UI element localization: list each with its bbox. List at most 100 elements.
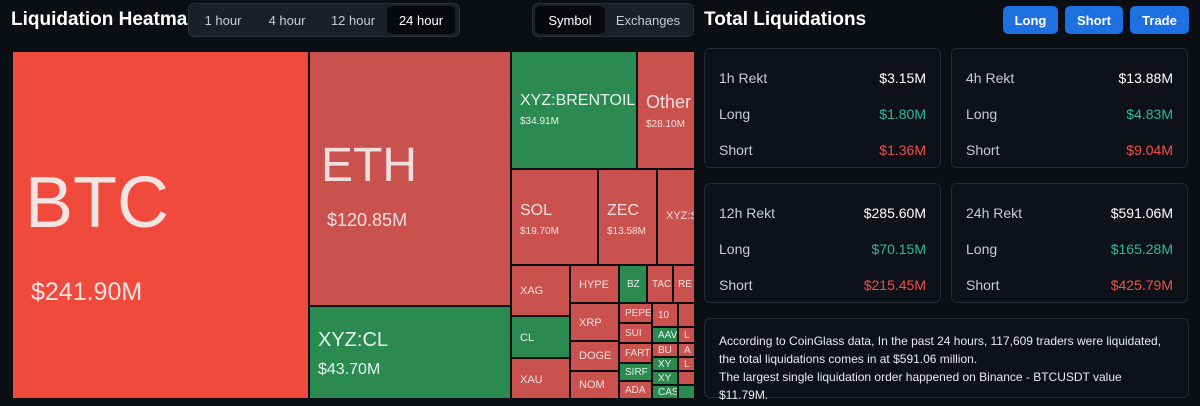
heatmap-tile-xyz-cl[interactable]: XYZ:CL $43.70M bbox=[309, 306, 511, 399]
page-title: Liquidation Heatmap bbox=[11, 9, 199, 30]
tile-name: CAS bbox=[658, 387, 678, 398]
tile-name: XYZ:S bbox=[666, 210, 695, 222]
heatmap-tile-hype[interactable]: HYPE bbox=[570, 265, 619, 303]
heatmap-tile-zec[interactable]: ZEC $13.58M bbox=[598, 169, 657, 265]
tile-name: FART bbox=[625, 348, 651, 359]
tile-name: XRP bbox=[579, 317, 602, 329]
card-title: 12h Rekt bbox=[719, 205, 776, 221]
tile-value: $43.70M bbox=[318, 361, 381, 378]
heatmap-tile-re[interactable]: RE bbox=[673, 265, 695, 303]
heatmap-tile-sui[interactable]: SUI bbox=[619, 323, 652, 343]
tab-24-hour[interactable]: 24 hour bbox=[387, 6, 455, 34]
long-label: Long bbox=[719, 241, 751, 257]
tile-name: SIRF bbox=[625, 367, 648, 378]
long-value: $4.83M bbox=[1126, 106, 1173, 122]
tile-name: ZEC bbox=[607, 202, 639, 219]
heatmap-tile-other[interactable]: Other $28.10M bbox=[637, 51, 695, 169]
heatmap-tile-xy-1[interactable]: XY bbox=[652, 357, 678, 371]
long-label: Long bbox=[966, 241, 998, 257]
liquidation-heatmap: BTC $241.90M ETH $120.85M XYZ:CL $43.70M… bbox=[12, 51, 695, 399]
heatmap-tile-tac[interactable]: TAC bbox=[647, 265, 673, 303]
total-liquidations-title: Total Liquidations bbox=[704, 9, 867, 30]
heatmap-tile-doge[interactable]: DOGE bbox=[570, 341, 619, 371]
heatmap-tile-bz[interactable]: BZ bbox=[619, 265, 647, 303]
card-24h-rekt: 24h Rekt $591.06M Long $165.28M Short $425.… bbox=[951, 183, 1188, 303]
long-value: $70.15M bbox=[871, 241, 926, 257]
heatmap-tile-nom[interactable]: NOM bbox=[570, 371, 619, 399]
liquidation-summary: According to CoinGlass data, In the past… bbox=[704, 318, 1189, 402]
heatmap-tile-tiny-3[interactable] bbox=[678, 385, 695, 399]
heatmap-tile-aav[interactable]: AAV bbox=[652, 327, 678, 343]
heatmap-tile-fart[interactable]: FART bbox=[619, 343, 652, 363]
time-range-tabs: 1 hour 4 hour 12 hour 24 hour bbox=[188, 3, 460, 37]
heatmap-tile-l-2[interactable]: L bbox=[678, 357, 695, 371]
tile-name: CL bbox=[520, 332, 535, 344]
short-label: Short bbox=[966, 277, 1000, 293]
heatmap-tile-xy-2[interactable]: XY bbox=[652, 371, 678, 385]
heatmap-tile-10[interactable]: 10 bbox=[652, 303, 678, 327]
tile-name: NOM bbox=[579, 379, 605, 391]
heatmap-tile-sirf[interactable]: SIRF bbox=[619, 363, 652, 381]
heatmap-tile-l-1[interactable]: L bbox=[678, 327, 695, 343]
heatmap-tile-xyz-s[interactable]: XYZ:S bbox=[657, 169, 695, 265]
heatmap-tile-xag[interactable]: XAG bbox=[511, 265, 570, 316]
tile-name: L bbox=[684, 359, 690, 370]
card-total: $13.88M bbox=[1118, 70, 1173, 86]
tile-name: Other bbox=[646, 92, 692, 112]
tile-name: XYZ:BRENTOIL bbox=[520, 92, 636, 109]
tile-name: XAG bbox=[520, 285, 544, 297]
card-4h-rekt: 4h Rekt $13.88M Long $4.83M Short $9.04M bbox=[951, 48, 1188, 168]
tile-name: HYPE bbox=[579, 279, 609, 291]
card-title: 4h Rekt bbox=[966, 70, 1015, 86]
long-value: $165.28M bbox=[1110, 241, 1173, 257]
tab-4-hour[interactable]: 4 hour bbox=[268, 12, 306, 28]
short-value: $215.45M bbox=[863, 277, 926, 293]
tile-name: DOGE bbox=[579, 350, 612, 362]
heatmap-tile-bu[interactable]: BU bbox=[652, 343, 678, 357]
tile-name: 10 bbox=[658, 310, 670, 321]
tile-name: SUI bbox=[625, 328, 642, 339]
long-button[interactable]: Long bbox=[1003, 6, 1058, 34]
heatmap-tile-xau[interactable]: XAU bbox=[511, 358, 570, 399]
tile-value: $34.91M bbox=[520, 116, 559, 127]
tile-name: ETH bbox=[321, 139, 417, 192]
short-label: Short bbox=[966, 142, 1000, 158]
heatmap-tile-btc[interactable]: BTC $241.90M bbox=[12, 51, 309, 399]
card-12h-rekt: 12h Rekt $285.60M Long $70.15M Short $215.4… bbox=[704, 183, 941, 303]
tab-exchanges[interactable]: Exchanges bbox=[615, 12, 681, 28]
heatmap-tile-a[interactable]: A bbox=[678, 343, 695, 357]
card-total: $285.60M bbox=[863, 205, 926, 221]
heatmap-tile-tiny-1[interactable] bbox=[678, 303, 695, 327]
heatmap-tile-cas[interactable]: CAS bbox=[652, 385, 678, 399]
tile-name: TAC bbox=[652, 279, 672, 290]
tab-symbol[interactable]: Symbol bbox=[535, 6, 605, 34]
tile-name: BU bbox=[658, 345, 672, 356]
trade-button[interactable]: Trade bbox=[1130, 6, 1189, 34]
tile-name: XY bbox=[658, 359, 672, 370]
tile-name: ADA bbox=[625, 385, 646, 396]
tile-value: $28.10M bbox=[646, 119, 685, 130]
heatmap-tile-ada[interactable]: ADA bbox=[619, 381, 652, 399]
tile-value: $13.58M bbox=[607, 226, 646, 237]
heatmap-tile-eth[interactable]: ETH $120.85M bbox=[309, 51, 511, 306]
short-value: $425.79M bbox=[1110, 277, 1173, 293]
heatmap-tile-xrp[interactable]: XRP bbox=[570, 303, 619, 341]
short-label: Short bbox=[719, 142, 753, 158]
view-mode-tabs: Symbol Exchanges bbox=[532, 3, 694, 37]
heatmap-tile-xyz-brentoil[interactable]: XYZ:BRENTOIL $34.91M bbox=[511, 51, 637, 169]
tab-1-hour[interactable]: 1 hour bbox=[204, 12, 242, 28]
card-title: 24h Rekt bbox=[966, 205, 1023, 221]
heatmap-tile-cl[interactable]: CL bbox=[511, 316, 570, 358]
heatmap-tile-pepe[interactable]: PEPE bbox=[619, 303, 652, 323]
tab-12-hour[interactable]: 12 hour bbox=[330, 12, 376, 28]
tile-name: PEPE bbox=[625, 308, 652, 319]
heatmap-tile-tiny-2[interactable] bbox=[678, 371, 695, 385]
short-button[interactable]: Short bbox=[1065, 6, 1123, 34]
short-label: Short bbox=[719, 277, 753, 293]
card-total: $591.06M bbox=[1110, 205, 1173, 221]
tile-name: AAV bbox=[658, 330, 678, 341]
tile-value: $120.85M bbox=[327, 210, 408, 230]
summary-text: According to CoinGlass data, In the past… bbox=[719, 334, 1162, 366]
card-total: $3.15M bbox=[879, 70, 926, 86]
heatmap-tile-sol[interactable]: SOL $19.70M bbox=[511, 169, 598, 265]
